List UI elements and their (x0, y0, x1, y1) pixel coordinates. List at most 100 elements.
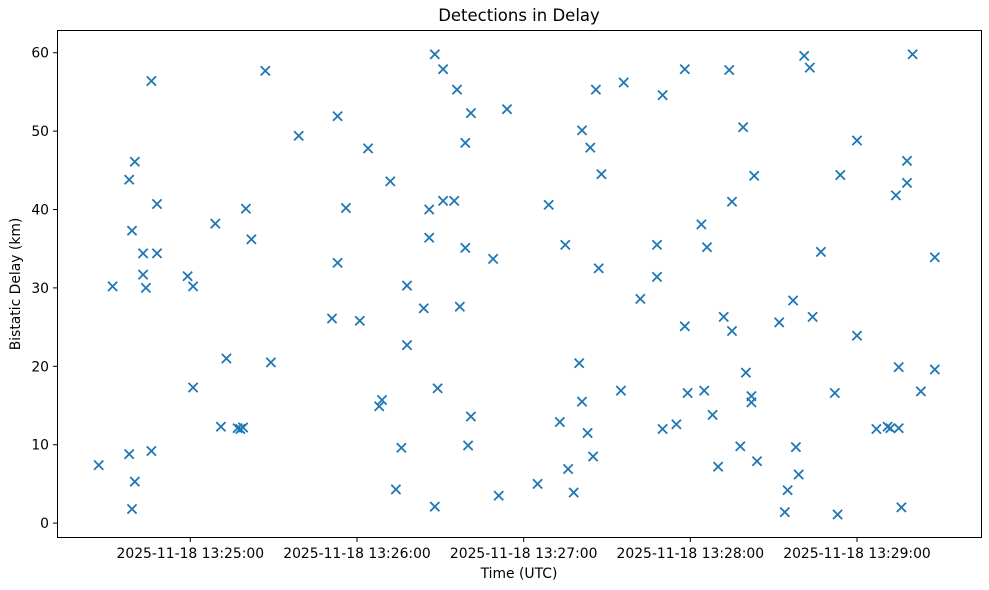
data-point-marker (265, 357, 277, 368)
data-point-marker (746, 397, 757, 408)
data-point-marker (451, 84, 463, 95)
data-point-marker (787, 295, 799, 306)
data-point-marker (893, 422, 904, 434)
plot-border (57, 30, 982, 538)
data-point-marker (723, 64, 735, 76)
data-point-marker (807, 311, 818, 323)
data-point-marker (126, 225, 138, 236)
data-point-marker (137, 269, 149, 280)
data-point-marker (210, 218, 221, 229)
data-point-marker (815, 246, 827, 258)
data-point-marker (751, 455, 763, 467)
y-tick-label: 0 (40, 516, 49, 532)
data-point-marker (354, 315, 366, 327)
data-point-marker (432, 383, 443, 394)
data-point-marker (635, 293, 646, 305)
data-point-marker (429, 501, 441, 512)
data-point-marker (437, 63, 449, 75)
data-point-marker (93, 459, 104, 471)
data-point-marker (587, 451, 599, 462)
data-point-marker (748, 170, 760, 182)
data-point-marker (651, 239, 663, 251)
data-point-marker (890, 190, 902, 201)
data-point-marker (362, 143, 374, 154)
data-point-marker (896, 502, 907, 513)
data-point-marker (698, 385, 710, 396)
x-tick-label: 2025-11-18 13:25:00 (117, 546, 265, 562)
data-point-marker (429, 49, 441, 60)
data-point-marker (332, 257, 343, 269)
data-point-marker (798, 50, 810, 62)
data-point-marker (560, 239, 571, 251)
data-point-marker (260, 65, 271, 77)
data-point-marker (373, 401, 385, 412)
data-point-marker (126, 503, 138, 515)
y-tick-label: 40 (31, 203, 49, 219)
data-point-marker (576, 125, 588, 136)
data-point-marker (804, 62, 816, 73)
data-point-marker (562, 463, 574, 475)
data-point-marker (187, 382, 199, 393)
data-point-marker (790, 441, 802, 453)
data-point-marker (773, 317, 785, 328)
data-point-marker (146, 75, 157, 87)
data-point-marker (376, 394, 388, 406)
data-point-marker (893, 361, 904, 373)
x-axis-label: Time (UTC) (480, 566, 558, 582)
data-point-marker (460, 137, 471, 149)
data-point-marker (671, 419, 682, 430)
data-point-marker (726, 325, 738, 337)
data-point-marker (123, 448, 135, 460)
data-point-marker (401, 339, 413, 351)
data-point-marker (554, 416, 566, 428)
data-point-marker (851, 135, 863, 146)
data-point-marker (851, 330, 863, 341)
data-point-marker (782, 484, 793, 496)
data-point-marker (401, 280, 413, 291)
data-point-marker (151, 248, 163, 259)
data-point-marker (462, 440, 474, 451)
data-point-marker (385, 176, 396, 187)
chart-title: Detections in Delay (438, 6, 600, 25)
data-point-marker (460, 242, 471, 254)
data-point-marker (871, 423, 882, 435)
data-point-marker (340, 202, 352, 214)
data-point-marker (701, 241, 713, 253)
y-axis-label: Bistatic Delay (km) (8, 218, 24, 351)
data-point-marker (915, 386, 927, 397)
data-point-marker (140, 282, 152, 294)
y-tick-label: 20 (31, 359, 49, 375)
data-point-marker (129, 156, 141, 167)
x-axis: 2025-11-18 13:25:00 2025-11-18 13:26:00 20… (117, 538, 931, 562)
data-point-marker (929, 364, 941, 375)
y-tick-label: 10 (31, 438, 49, 454)
data-point-marker (465, 107, 477, 119)
data-point-marker (493, 490, 504, 501)
data-point-marker (187, 281, 199, 292)
x-tick-label: 2025-11-18 13:28:00 (617, 546, 765, 562)
data-point-marker (901, 155, 913, 167)
x-tick-label: 2025-11-18 13:27:00 (450, 546, 598, 562)
data-point-marker (929, 252, 941, 263)
data-point-marker (707, 409, 718, 421)
data-point-marker (618, 77, 629, 88)
data-point-marker (779, 506, 791, 518)
data-point-marker (423, 232, 435, 243)
data-point-marker (465, 411, 477, 422)
data-point-marker (615, 385, 627, 396)
data-point-marker (829, 387, 841, 399)
data-point-marker (832, 509, 843, 520)
plot-markers (93, 49, 941, 520)
data-point-marker (396, 442, 407, 454)
data-point-marker (532, 478, 543, 490)
data-point-marker (240, 203, 252, 214)
data-point-marker (696, 219, 707, 230)
data-point-marker (885, 422, 896, 434)
x-tick-label: 2025-11-18 13:26:00 (283, 546, 431, 562)
data-point-marker (596, 168, 607, 180)
data-point-marker (590, 84, 602, 95)
data-point-marker (390, 484, 402, 495)
